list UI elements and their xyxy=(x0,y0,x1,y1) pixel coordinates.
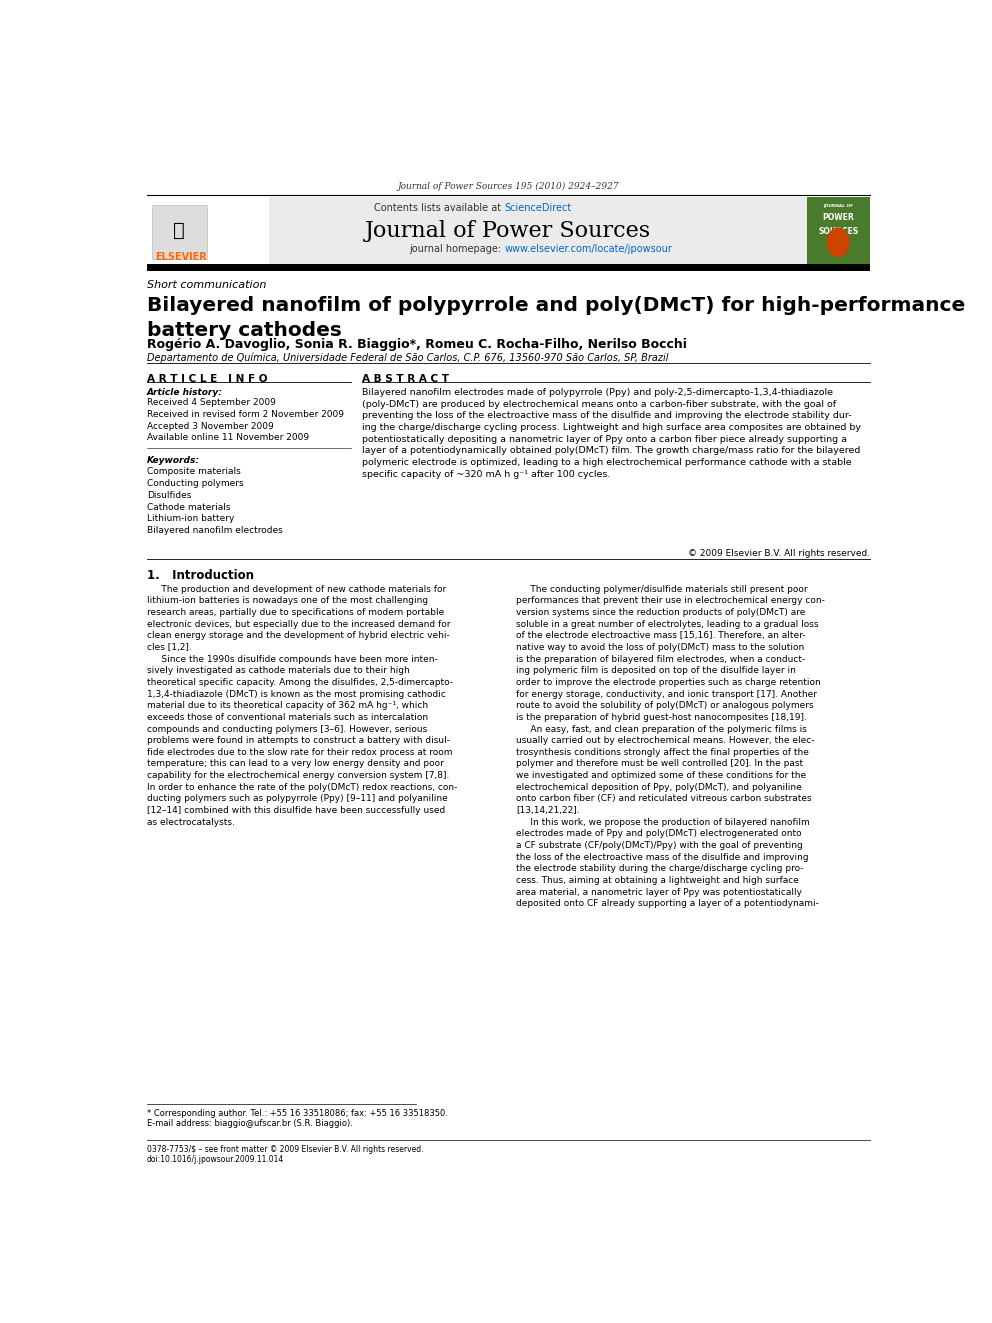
Text: Lithium-ion battery: Lithium-ion battery xyxy=(147,515,234,524)
Text: Bilayered nanofilm electrodes: Bilayered nanofilm electrodes xyxy=(147,527,283,534)
Text: The conducting polymer/disulfide materials still present poor
performances that : The conducting polymer/disulfide materia… xyxy=(516,585,825,909)
Text: Contents lists available at: Contents lists available at xyxy=(374,202,505,213)
Text: Cathode materials: Cathode materials xyxy=(147,503,230,512)
Circle shape xyxy=(827,228,849,257)
Text: journal homepage:: journal homepage: xyxy=(410,245,505,254)
Text: A B S T R A C T: A B S T R A C T xyxy=(362,373,449,384)
Text: Bilayered nanofilm electrodes made of polypyrrole (Ppy) and poly-2,5-dimercapto-: Bilayered nanofilm electrodes made of po… xyxy=(362,388,861,479)
Text: ELSEVIER: ELSEVIER xyxy=(155,251,206,262)
Text: Short communication: Short communication xyxy=(147,280,267,290)
Text: © 2009 Elsevier B.V. All rights reserved.: © 2009 Elsevier B.V. All rights reserved… xyxy=(687,549,870,558)
Text: Journal of Power Sources: Journal of Power Sources xyxy=(365,220,652,242)
Bar xyxy=(147,263,870,271)
Text: Composite materials: Composite materials xyxy=(147,467,241,476)
Text: Bilayered nanofilm of polypyrrole and poly(DMcT) for high-performance
battery ca: Bilayered nanofilm of polypyrrole and po… xyxy=(147,296,965,340)
Text: Accepted 3 November 2009: Accepted 3 November 2009 xyxy=(147,422,274,430)
Text: SOURCES: SOURCES xyxy=(818,228,858,235)
Text: * Corresponding author. Tel.: +55 16 33518086; fax: +55 16 33518350.: * Corresponding author. Tel.: +55 16 335… xyxy=(147,1109,448,1118)
Text: Received in revised form 2 November 2009: Received in revised form 2 November 2009 xyxy=(147,410,344,419)
Text: 🌳: 🌳 xyxy=(174,221,186,239)
Text: POWER: POWER xyxy=(822,213,854,222)
Text: Journal of Power Sources 195 (2010) 2924–2927: Journal of Power Sources 195 (2010) 2924… xyxy=(398,183,619,192)
Text: JOURNAL OF: JOURNAL OF xyxy=(823,204,853,208)
Text: www.elsevier.com/locate/jpowsour: www.elsevier.com/locate/jpowsour xyxy=(505,245,673,254)
Text: Conducting polymers: Conducting polymers xyxy=(147,479,244,488)
Text: 0378-7753/$ – see front matter © 2009 Elsevier B.V. All rights reserved.: 0378-7753/$ – see front matter © 2009 El… xyxy=(147,1144,424,1154)
Text: E-mail address: biaggio@ufscar.br (S.R. Biaggio).: E-mail address: biaggio@ufscar.br (S.R. … xyxy=(147,1119,353,1129)
Text: 1.   Introduction: 1. Introduction xyxy=(147,569,254,582)
Text: Received 4 September 2009: Received 4 September 2009 xyxy=(147,398,276,407)
Text: ScienceDirect: ScienceDirect xyxy=(505,202,571,213)
Bar xyxy=(147,197,269,263)
Text: Available online 11 November 2009: Available online 11 November 2009 xyxy=(147,434,310,442)
Text: Disulfides: Disulfides xyxy=(147,491,191,500)
Text: Departamento de Química, Universidade Federal de São Carlos, C.P. 676, 13560-970: Departamento de Química, Universidade Fe… xyxy=(147,352,669,363)
Text: doi:10.1016/j.jpowsour.2009.11.014: doi:10.1016/j.jpowsour.2009.11.014 xyxy=(147,1155,285,1164)
Bar xyxy=(152,205,207,258)
Text: Keywords:: Keywords: xyxy=(147,456,200,466)
Text: The production and development of new cathode materials for
lithium-ion batterie: The production and development of new ca… xyxy=(147,585,457,827)
Text: Article history:: Article history: xyxy=(147,388,223,397)
Text: A R T I C L E   I N F O: A R T I C L E I N F O xyxy=(147,373,268,384)
Bar xyxy=(806,197,870,263)
Bar xyxy=(147,197,870,263)
Text: Rogério A. Davoglio, Sonia R. Biaggio*, Romeu C. Rocha-Filho, Nerilso Bocchi: Rogério A. Davoglio, Sonia R. Biaggio*, … xyxy=(147,339,686,351)
